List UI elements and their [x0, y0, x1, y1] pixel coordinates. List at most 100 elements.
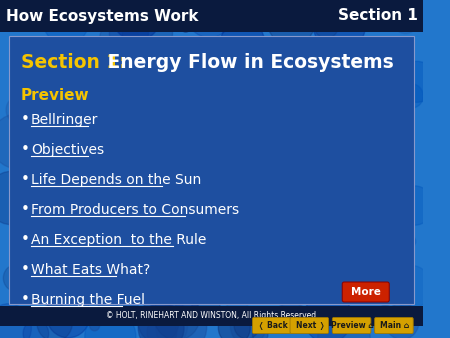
Circle shape: [258, 105, 270, 118]
Text: •: •: [21, 172, 30, 188]
Circle shape: [370, 83, 380, 94]
Circle shape: [224, 282, 251, 311]
Circle shape: [210, 212, 246, 250]
Circle shape: [103, 0, 139, 31]
Circle shape: [6, 96, 32, 124]
Text: Objectives: Objectives: [31, 143, 104, 157]
Circle shape: [138, 304, 184, 338]
Circle shape: [88, 256, 117, 287]
Circle shape: [256, 54, 296, 97]
Circle shape: [166, 0, 216, 31]
Text: How Ecosystems Work: How Ecosystems Work: [6, 8, 198, 24]
Circle shape: [53, 0, 95, 28]
Circle shape: [85, 122, 96, 134]
Circle shape: [88, 63, 127, 104]
Circle shape: [55, 102, 96, 146]
Circle shape: [194, 146, 239, 193]
Circle shape: [316, 38, 364, 89]
Circle shape: [405, 236, 416, 247]
Circle shape: [106, 156, 146, 198]
Circle shape: [0, 171, 36, 225]
Circle shape: [63, 118, 102, 160]
Circle shape: [391, 265, 432, 309]
FancyBboxPatch shape: [252, 317, 291, 334]
Circle shape: [115, 131, 136, 153]
Circle shape: [27, 95, 76, 146]
FancyBboxPatch shape: [0, 0, 423, 32]
Circle shape: [185, 0, 234, 38]
Text: © HOLT, RINEHART AND WINSTON, All Rights Reserved: © HOLT, RINEHART AND WINSTON, All Rights…: [107, 312, 317, 320]
Circle shape: [357, 244, 394, 283]
Circle shape: [60, 73, 100, 115]
Circle shape: [267, 0, 316, 46]
Circle shape: [304, 292, 352, 338]
Circle shape: [258, 110, 297, 151]
Circle shape: [358, 0, 392, 28]
Circle shape: [213, 154, 239, 182]
Text: What Eats What?: What Eats What?: [31, 263, 150, 277]
Circle shape: [129, 279, 144, 295]
FancyBboxPatch shape: [333, 317, 371, 334]
Text: Preview: Preview: [21, 89, 89, 103]
Circle shape: [46, 291, 90, 338]
Circle shape: [367, 101, 398, 135]
Circle shape: [291, 235, 336, 283]
Circle shape: [354, 100, 373, 120]
Circle shape: [23, 320, 49, 338]
Circle shape: [90, 320, 99, 331]
Circle shape: [142, 259, 192, 312]
Circle shape: [218, 311, 250, 338]
Circle shape: [220, 20, 265, 67]
Circle shape: [117, 154, 157, 196]
Circle shape: [37, 304, 72, 338]
Circle shape: [22, 186, 55, 221]
Circle shape: [85, 310, 136, 338]
Circle shape: [253, 228, 272, 248]
Circle shape: [102, 111, 123, 133]
Circle shape: [151, 275, 175, 300]
Circle shape: [0, 304, 32, 338]
Circle shape: [254, 68, 305, 122]
Circle shape: [385, 303, 419, 338]
Circle shape: [180, 21, 191, 32]
Circle shape: [338, 261, 353, 278]
Circle shape: [292, 245, 344, 300]
Circle shape: [285, 190, 333, 241]
Circle shape: [216, 139, 226, 150]
Circle shape: [11, 40, 21, 51]
Circle shape: [153, 290, 200, 338]
Circle shape: [115, 158, 148, 193]
Text: Bellringer: Bellringer: [31, 113, 99, 127]
Text: ❬ Back: ❬ Back: [258, 321, 288, 331]
Circle shape: [234, 312, 260, 338]
Circle shape: [101, 120, 136, 158]
Circle shape: [192, 291, 220, 321]
Circle shape: [138, 299, 179, 338]
Circle shape: [230, 307, 266, 338]
Text: Life Depends on the Sun: Life Depends on the Sun: [31, 173, 201, 187]
Circle shape: [82, 171, 129, 221]
Circle shape: [396, 186, 433, 225]
Circle shape: [249, 131, 269, 152]
Text: •: •: [21, 292, 30, 308]
Circle shape: [313, 0, 365, 53]
Circle shape: [139, 299, 188, 338]
Text: Section 1: Section 1: [338, 8, 418, 24]
Circle shape: [334, 207, 375, 250]
Circle shape: [122, 6, 172, 59]
Circle shape: [70, 108, 118, 160]
Text: •: •: [21, 263, 30, 277]
Circle shape: [158, 252, 204, 301]
Circle shape: [130, 136, 150, 158]
Circle shape: [156, 299, 207, 338]
Circle shape: [211, 152, 248, 192]
Circle shape: [241, 172, 290, 223]
Circle shape: [175, 287, 199, 313]
Text: Section 1:: Section 1:: [21, 52, 126, 72]
Circle shape: [186, 172, 208, 195]
Circle shape: [108, 146, 158, 198]
Circle shape: [268, 258, 315, 308]
Circle shape: [103, 48, 132, 79]
Text: More: More: [351, 287, 381, 297]
Circle shape: [400, 84, 423, 108]
